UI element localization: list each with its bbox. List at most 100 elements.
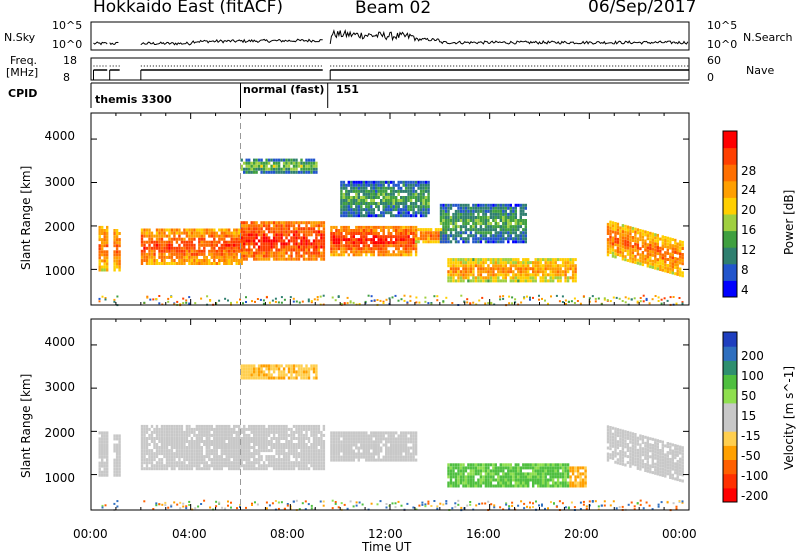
power-cb-4: 4 xyxy=(741,283,749,297)
freq-panel-frame xyxy=(90,57,690,81)
nsearch-tick-bottom: 10^0 xyxy=(707,38,738,51)
vel-cb-m15: -15 xyxy=(741,429,761,443)
power-ytick-4000: 4000 xyxy=(44,129,75,143)
nsearch-tick-top: 10^5 xyxy=(707,19,738,32)
vel-cb-m100: -100 xyxy=(741,469,769,483)
velocity-cb-swatch-8 xyxy=(723,374,737,390)
velocity-ytick-4000: 4000 xyxy=(44,335,75,349)
xtick-1200: 12:00 xyxy=(368,527,403,541)
power-region-3 xyxy=(240,221,326,261)
vel-cb-m50: -50 xyxy=(741,449,761,463)
velocity-cb-swatch-10 xyxy=(723,346,737,361)
power-cb-swatch-1 xyxy=(723,263,737,281)
power-region-1 xyxy=(113,229,121,272)
xaxis-label: Time UT xyxy=(362,540,412,554)
power-ytick-1000: 1000 xyxy=(44,264,75,278)
nsky-tick-bottom: 10^0 xyxy=(52,38,83,51)
power-cb-12: 12 xyxy=(741,243,757,257)
noise-trace-1 xyxy=(109,41,119,46)
velocity-cb-swatch-11 xyxy=(723,332,737,347)
date-title: 06/Sep/2017 xyxy=(588,0,697,17)
beam-title: Beam 02 xyxy=(355,0,432,18)
power-region-2 xyxy=(140,228,243,265)
power-region-8 xyxy=(240,158,318,174)
power-cb-swatch-0 xyxy=(723,280,737,298)
power-region-7 xyxy=(606,220,684,278)
noise-trace-2 xyxy=(140,38,323,46)
velocity-region-3 xyxy=(330,431,418,462)
vel-cb-200: 200 xyxy=(741,349,764,363)
vel-cb-15: 15 xyxy=(741,409,757,423)
velocity-cb-swatch-3 xyxy=(723,445,737,460)
velocity-region-5 xyxy=(569,466,587,488)
xtick-2400: 00:00 xyxy=(662,527,697,541)
power-region-4 xyxy=(330,225,418,257)
nave-label: Nave xyxy=(746,64,775,77)
velocity-cb-swatch-0 xyxy=(723,487,737,503)
power-cb-frame xyxy=(722,130,738,298)
velocity-ytick-3000: 3000 xyxy=(44,380,75,394)
velocity-region-1 xyxy=(113,434,121,477)
freq-unit-label: [MHz] xyxy=(6,66,39,79)
noise-trace-0 xyxy=(93,41,108,46)
power-region-6 xyxy=(447,258,577,283)
power-cb-swatch-4 xyxy=(723,214,737,232)
power-cb-swatch-5 xyxy=(723,197,737,215)
vel-cb-m200: -200 xyxy=(741,489,769,503)
velocity-ytick-2000: 2000 xyxy=(44,426,75,440)
power-cb-8: 8 xyxy=(741,263,749,277)
power-cb-28: 28 xyxy=(741,164,757,178)
noise-trace-3 xyxy=(329,28,689,45)
velocity-panel-bg xyxy=(91,319,689,510)
power-cb-swatch-8 xyxy=(723,147,737,165)
power-region-10 xyxy=(439,203,527,244)
power-cb-swatch-3 xyxy=(723,230,737,248)
velocity-region-0 xyxy=(98,431,109,477)
velocity-region-2 xyxy=(140,424,326,471)
power-ytick-2000: 2000 xyxy=(44,220,75,234)
velocity-cb-swatch-9 xyxy=(723,360,737,375)
power-cb-24: 24 xyxy=(741,183,757,197)
freq-label: Freq. xyxy=(10,54,38,67)
velocity-region-6 xyxy=(606,425,684,483)
power-cb-20: 20 xyxy=(741,203,757,217)
velocity-cb-swatch-6 xyxy=(723,402,737,418)
velocity-cb-swatch-5 xyxy=(723,417,737,432)
power-cb-16: 16 xyxy=(741,223,757,237)
xtick-1600: 16:00 xyxy=(466,527,501,541)
velocity-cb-swatch-1 xyxy=(723,473,737,489)
xtick-0800: 08:00 xyxy=(270,527,305,541)
velocity-cb-frame xyxy=(722,331,738,503)
nsky-tick-top: 10^5 xyxy=(52,19,83,32)
xtick-0400: 04:00 xyxy=(172,527,207,541)
cpid-label: CPID xyxy=(8,87,38,100)
cpid-segment-2: normal (fast) xyxy=(243,83,325,96)
nave-tick-top: 60 xyxy=(707,54,721,67)
power-region-9 xyxy=(340,180,430,218)
xtick-0000: 00:00 xyxy=(73,527,108,541)
velocity-region-7 xyxy=(240,364,318,380)
velocity-region-4 xyxy=(447,463,570,488)
xtick-2000: 20:00 xyxy=(564,527,599,541)
velocity-cb-swatch-7 xyxy=(723,388,737,404)
freq-tick-top: 18 xyxy=(63,54,77,67)
velocity-ytick-1000: 1000 xyxy=(44,471,75,485)
velocity-cb-swatch-4 xyxy=(723,431,737,446)
power-cb-swatch-9 xyxy=(723,131,737,149)
cpid-segment-1: themis 3300 xyxy=(95,93,172,106)
velocity-cb-swatch-2 xyxy=(723,459,737,475)
power-cb-swatch-2 xyxy=(723,247,737,265)
noise-panel-frame xyxy=(90,21,690,51)
nsky-label: N.Sky xyxy=(4,31,36,44)
vel-cb-100: 100 xyxy=(741,369,764,383)
power-cb-swatch-7 xyxy=(723,164,737,182)
nave-tick-bottom: 0 xyxy=(707,71,714,84)
cpid-segment-3: 151 xyxy=(336,83,359,96)
freq-tick-bottom: 8 xyxy=(63,71,70,84)
station-title: Hokkaido East (fitACF) xyxy=(93,0,284,17)
vel-cb-50: 50 xyxy=(741,389,757,403)
power-ytick-3000: 3000 xyxy=(44,175,75,189)
nsearch-label: N.Search xyxy=(743,31,793,44)
power-cb-swatch-6 xyxy=(723,180,737,198)
